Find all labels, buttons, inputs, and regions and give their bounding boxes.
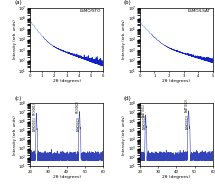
Text: STO(001): STO(001) [32,102,36,115]
X-axis label: 2θ (degrees): 2θ (degrees) [162,175,190,179]
Y-axis label: Intensity (arb. units): Intensity (arb. units) [122,115,126,155]
Text: (b): (b) [124,0,131,5]
Text: LSMO/LSAT: LSMO/LSAT [188,9,211,13]
Text: LSMO(001): LSMO(001) [142,114,146,129]
X-axis label: 2θ (degrees): 2θ (degrees) [53,175,81,179]
Text: (c): (c) [14,96,21,101]
Text: LSMO(001): LSMO(001) [33,116,37,131]
Y-axis label: Intensity (arb. units): Intensity (arb. units) [13,19,17,59]
Y-axis label: Intensity (arb. units): Intensity (arb. units) [13,115,17,155]
Y-axis label: Intensity (arb. units): Intensity (arb. units) [122,19,126,59]
Text: LSMO/STO: LSMO/STO [80,9,101,13]
Text: LSMO(002): LSMO(002) [186,114,190,129]
Text: LSMO(002): LSMO(002) [76,116,80,131]
X-axis label: 2θ (degrees): 2θ (degrees) [162,79,190,83]
Text: LSAT(001): LSAT(001) [142,103,146,117]
X-axis label: 2θ (degrees): 2θ (degrees) [53,79,81,83]
Text: (d): (d) [124,96,131,101]
Text: LSAT(002): LSAT(002) [184,98,189,112]
Text: (a): (a) [14,0,22,5]
Text: STO(002): STO(002) [75,100,80,113]
